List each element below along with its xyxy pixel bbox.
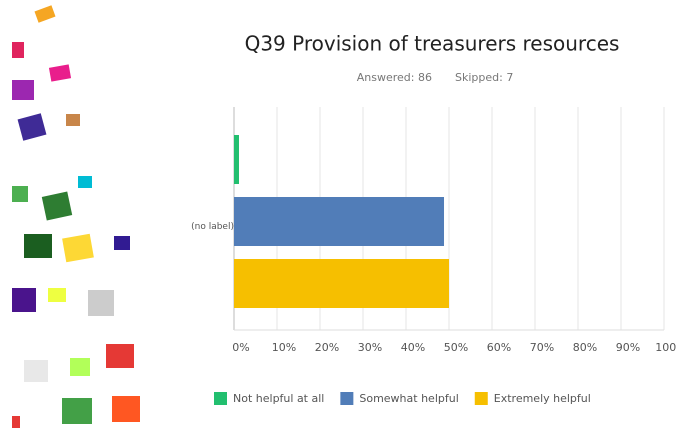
- x-tick-label: 0%: [232, 341, 249, 354]
- legend-swatch: [340, 392, 354, 405]
- x-tick-label: 70%: [530, 341, 554, 354]
- x-tick-label: 30%: [358, 341, 382, 354]
- legend-swatch: [474, 392, 488, 405]
- legend-label: Not helpful at all: [233, 392, 324, 405]
- legend-label: Extremely helpful: [494, 392, 591, 405]
- x-tick-label: 40%: [401, 341, 425, 354]
- skipped: Skipped: 7: [455, 71, 513, 84]
- decoration: [12, 5, 140, 428]
- x-tick-label: 90%: [616, 341, 640, 354]
- legend-label: Somewhat helpful: [359, 392, 458, 405]
- bar: [234, 197, 445, 246]
- bar: [234, 259, 449, 308]
- bar: [234, 135, 239, 184]
- x-tick-label: 10%: [272, 341, 296, 354]
- x-tick-label: 20%: [315, 341, 339, 354]
- chart-title: Q39 Provision of treasurers resources: [245, 32, 620, 56]
- x-tick-label: 50%: [444, 341, 468, 354]
- answered: Answered: 86: [357, 71, 432, 84]
- x-tick-label: 100%: [655, 341, 676, 354]
- x-tick-label: 60%: [487, 341, 511, 354]
- x-tick-label: 80%: [573, 341, 597, 354]
- legend-swatch: [214, 392, 227, 405]
- y-tick-label: (no label): [191, 222, 234, 232]
